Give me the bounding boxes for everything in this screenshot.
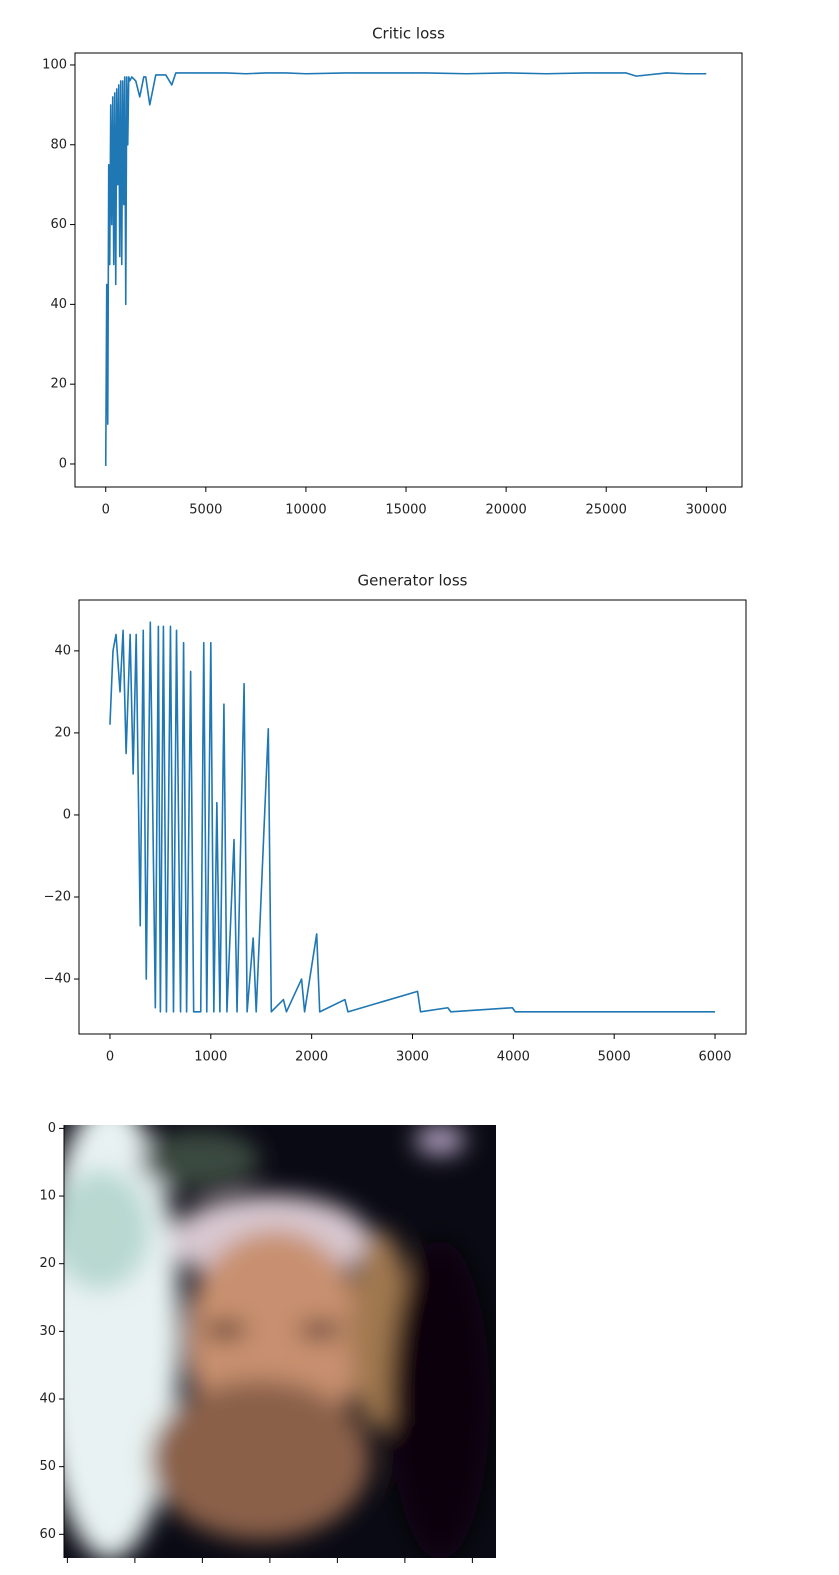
line-series (104, 72, 707, 466)
plot-frame (74, 52, 743, 488)
y-tick-label: 60 (50, 217, 67, 232)
y-tick-label: 50 (39, 1459, 56, 1474)
y-tick-label: 0 (59, 456, 67, 471)
y-tick-label: 20 (50, 377, 67, 392)
y-tick-label: 10 (39, 1189, 56, 1204)
y-tick-label: 20 (54, 725, 71, 740)
x-tick-label: 5000 (189, 503, 222, 518)
y-tick-label: 0 (63, 807, 71, 822)
x-tick-label: 10000 (285, 503, 326, 518)
x-tick-label: 0 (102, 503, 110, 518)
line-series (109, 621, 716, 1013)
chart-title: Critic loss (372, 25, 445, 43)
x-tick-label: 3000 (396, 1050, 429, 1065)
y-tick-label: 100 (42, 57, 67, 72)
y-tick-label: 20 (39, 1256, 56, 1271)
x-tick-label: 15000 (385, 503, 426, 518)
x-tick-label: 0 (106, 1050, 114, 1065)
y-tick-label: −20 (44, 889, 71, 904)
y-tick-label: −40 (44, 972, 71, 987)
chart-title: Generator loss (358, 572, 468, 590)
y-tick-label: 60 (39, 1527, 56, 1542)
x-tick-label: 2000 (295, 1050, 328, 1065)
x-tick-label: 20000 (485, 503, 526, 518)
y-tick-label: 40 (50, 297, 67, 312)
x-tick-label: 25000 (586, 503, 627, 518)
y-tick-label: 40 (39, 1392, 56, 1407)
generated-image (64, 1125, 496, 1558)
x-tick-label: 1000 (194, 1050, 227, 1065)
y-tick-label: 0 (48, 1121, 56, 1136)
x-tick-label: 5000 (598, 1050, 631, 1065)
y-tick-label: 80 (50, 137, 67, 152)
x-tick-label: 4000 (497, 1050, 530, 1065)
y-tick-label: 40 (54, 643, 71, 658)
y-tick-label: 30 (39, 1324, 56, 1339)
x-tick-label: 30000 (686, 503, 727, 518)
x-tick-label: 6000 (698, 1050, 731, 1065)
